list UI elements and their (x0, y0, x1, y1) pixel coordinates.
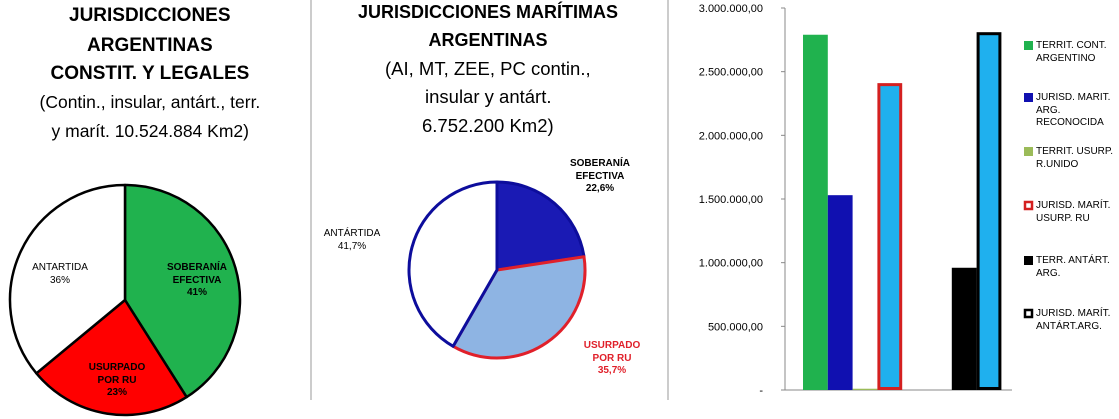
chart-subtitle: 6.752.200 Km2) (422, 115, 554, 136)
slice-label: ANTARTIDA 36% (20, 262, 100, 287)
slice-name: ANTÁRTIDA (323, 228, 381, 239)
slice-name: SOBERANÍA EFECTIVA (569, 158, 630, 182)
pie-slice (407, 180, 499, 348)
bar (951, 267, 977, 390)
pie-slice (35, 298, 188, 417)
slice-name: USURPADO POR RU (88, 362, 146, 386)
slice-value: 22,6% (585, 183, 615, 194)
pie-slice (495, 180, 586, 272)
slice-label: USURPADO POR RU 35,7% (572, 340, 652, 378)
slice-label: SOBERANÍA EFECTIVA 22,6% (560, 158, 640, 196)
pie-slice (8, 183, 127, 375)
y-tick-label: 1.000.000,00 (699, 258, 763, 270)
legend-label: JURISD. MARIT. ARG. RECONOCIDA (1036, 92, 1111, 128)
slice-name: SOBERANÍA EFECTIVA (166, 262, 227, 286)
slice-value: 41,7% (337, 240, 367, 252)
slice-label: USURPADO POR RU 23% (77, 362, 157, 400)
chart-title: JURISDICCIONES MARÍTIMAS (358, 2, 619, 22)
legend-label: TERRIT. CONT. ARGENTINO (1036, 40, 1107, 64)
chart-title: ARGENTINAS (428, 30, 548, 50)
slice-value: 35,7% (597, 365, 627, 376)
slice-name: USURPADO POR RU (583, 340, 641, 364)
legend-marker (1024, 93, 1033, 102)
legend-marker (1024, 41, 1033, 50)
chart-subtitle: (AI, MT, ZEE, PC contin., (385, 58, 591, 79)
pie-slice (451, 255, 587, 360)
chart-title: ARGENTINAS (87, 35, 213, 56)
legend-label: TERR. ANTÁRT. ARG. (1036, 255, 1110, 279)
y-tick-label: 500.000,00 (708, 321, 763, 333)
legend-marker (1023, 200, 1034, 211)
legend-marker (1024, 256, 1033, 265)
chart-subtitle: insular y antárt. (425, 86, 552, 107)
chart-title: CONSTIT. Y LEGALES (50, 63, 250, 84)
legend-label: JURISD. MARÍT. USURP. RU (1036, 200, 1111, 224)
slice-label: ANTÁRTIDA 41,7% (312, 228, 392, 253)
y-tick-label: 3.000.000,00 (699, 3, 763, 15)
chart-subtitle: y marít. 10.524.884 Km2) (51, 121, 249, 141)
slice-name: ANTARTIDA (32, 262, 88, 273)
slice-value: 41% (186, 287, 207, 298)
chart-subtitle: (Contin., insular, antárt., terr. (39, 92, 261, 112)
bar (877, 83, 903, 390)
y-tick-label: 2.000.000,00 (699, 130, 763, 142)
y-tick-label: 1.500.000,00 (699, 194, 763, 206)
slice-value: 23% (106, 387, 127, 398)
legend-label: JURISD. MARÍT. ANTÁRT.ARG. (1036, 308, 1111, 332)
bar (827, 195, 853, 390)
y-tick-label: 2.500.000,00 (699, 67, 763, 79)
y-tick-label: - (759, 385, 763, 397)
legend-label: TERRIT. USURP. R.UNIDO (1036, 146, 1114, 170)
bar (852, 388, 878, 390)
slice-value: 36% (49, 274, 70, 286)
legend-marker (1024, 147, 1033, 156)
chart-title: JURISDICCIONES (69, 5, 231, 26)
legend-marker (1023, 308, 1034, 319)
bar (803, 34, 828, 391)
bar (976, 32, 1002, 391)
slice-label: SOBERANÍA EFECTIVA 41% (157, 262, 237, 300)
